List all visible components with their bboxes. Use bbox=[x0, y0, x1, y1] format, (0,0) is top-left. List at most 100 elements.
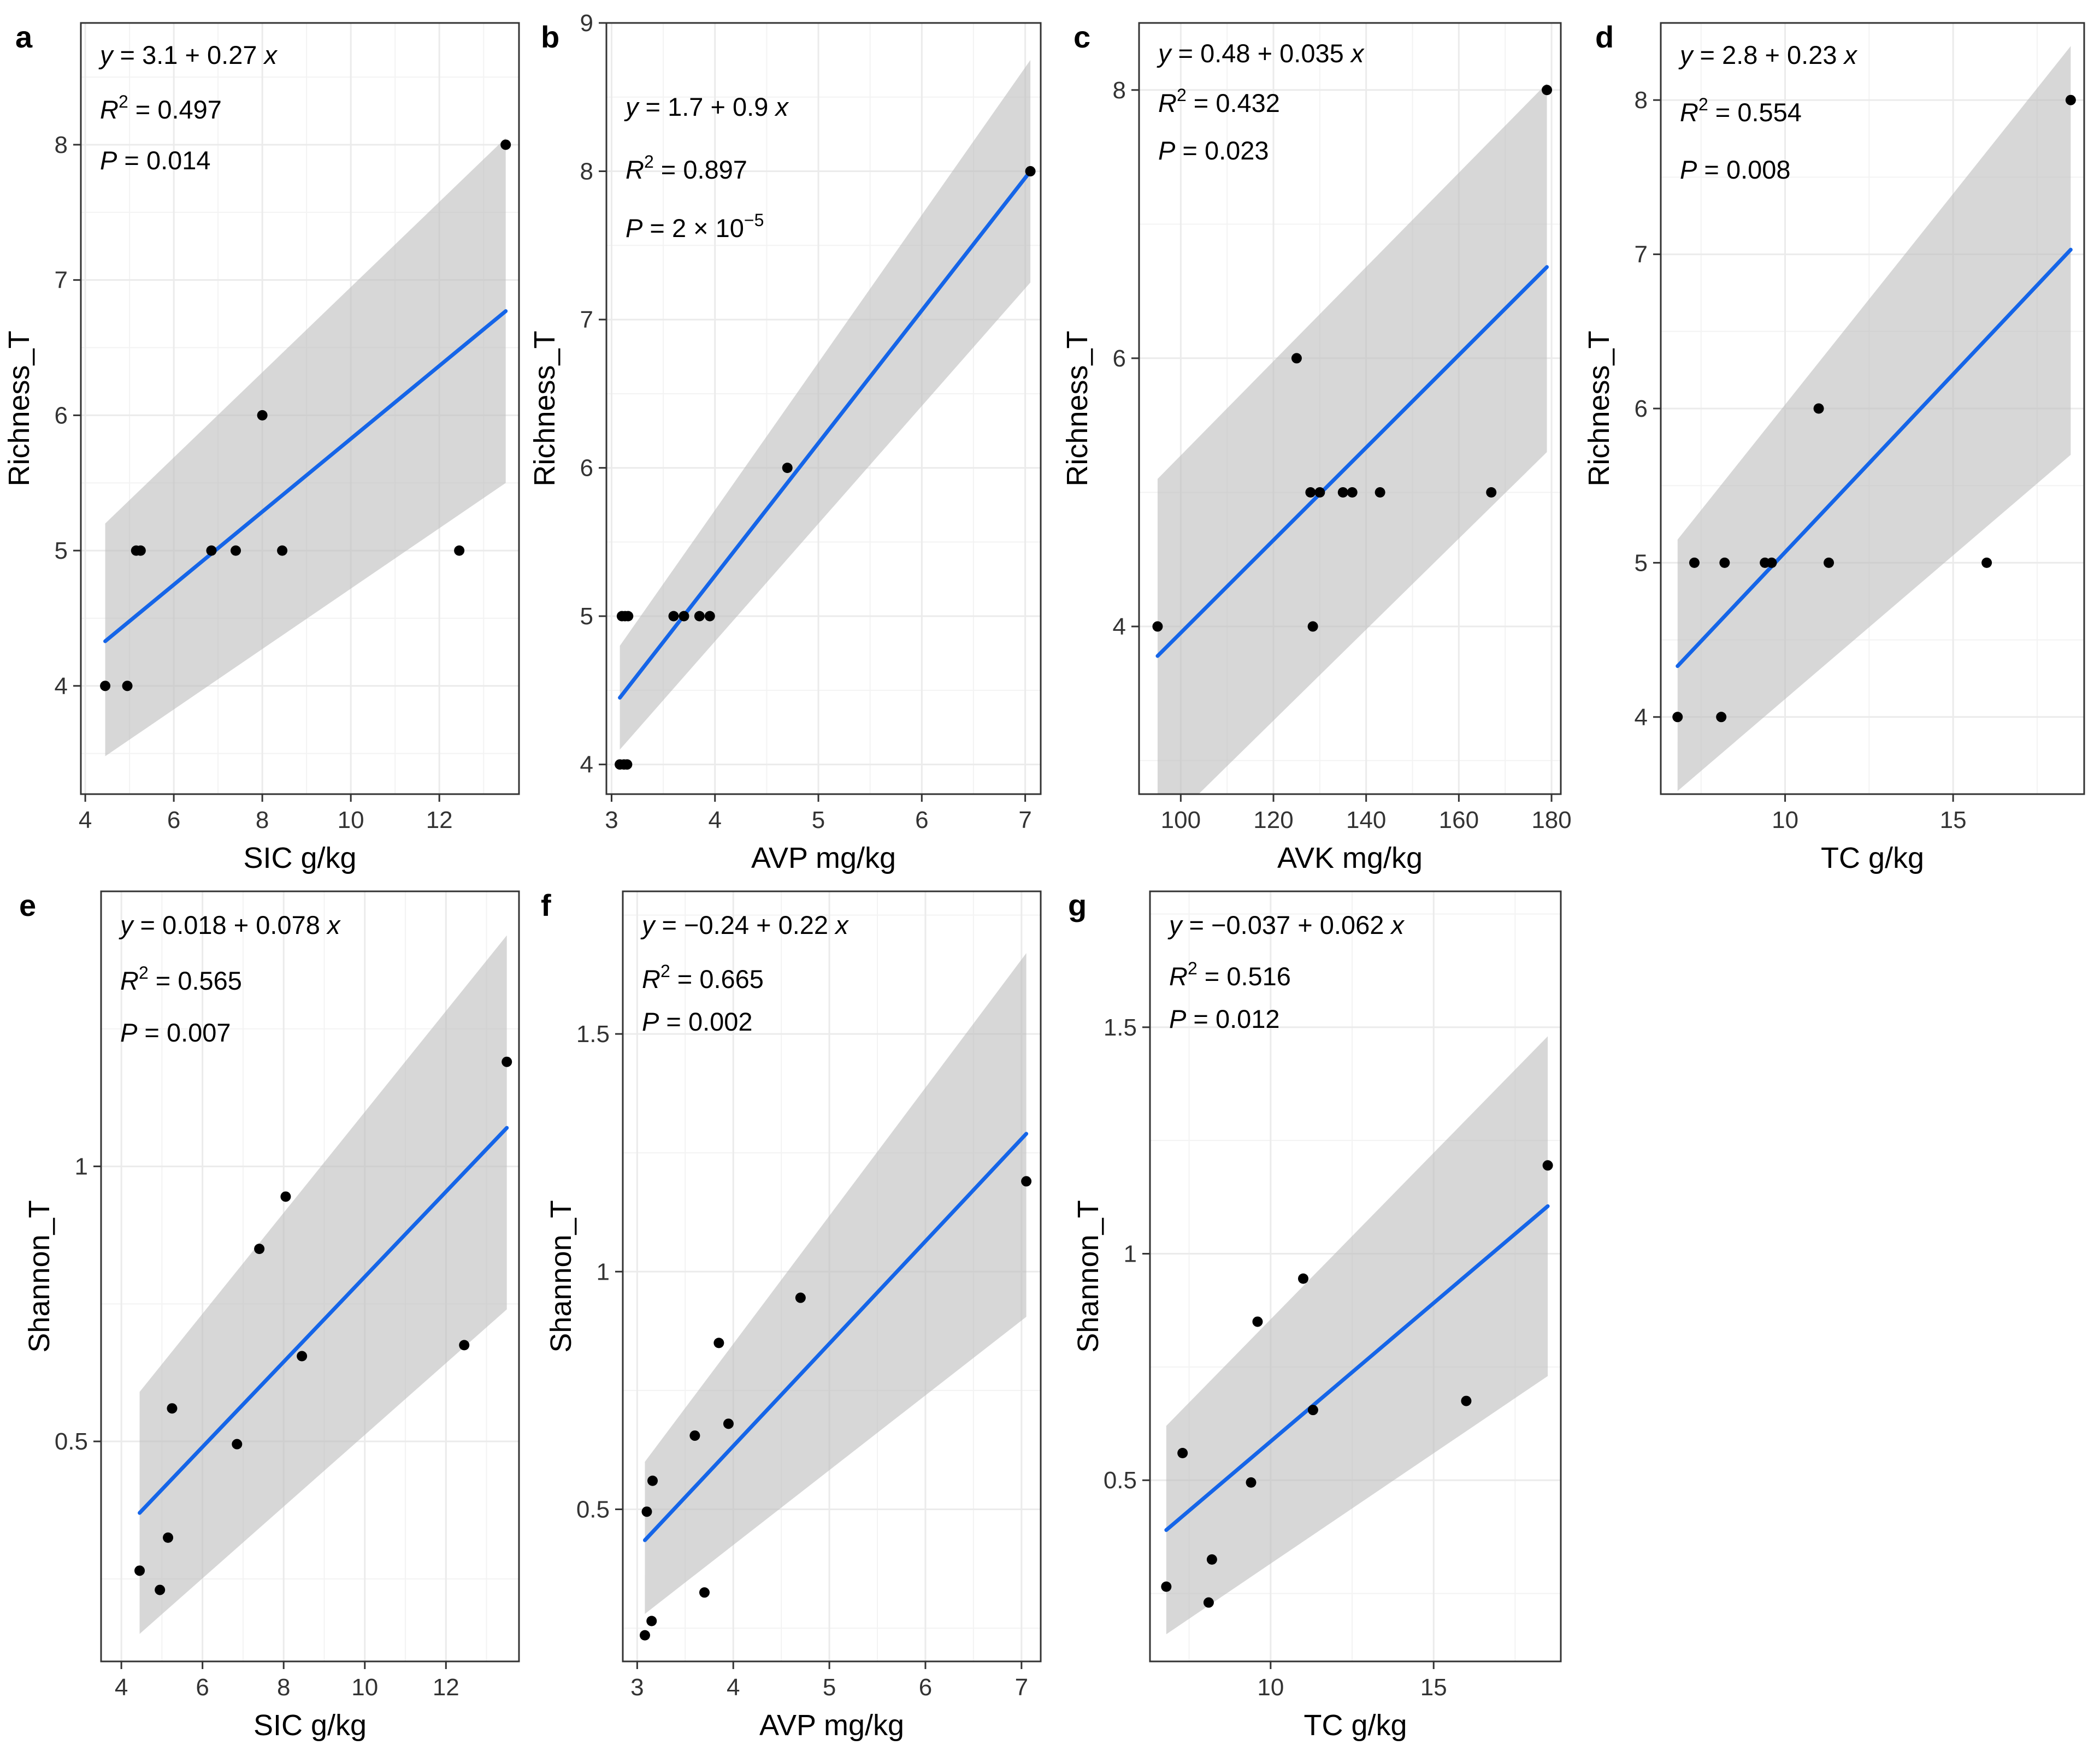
regression-line bbox=[1164, 1204, 1550, 1532]
x-tick-label: 7 bbox=[1018, 807, 1031, 833]
p-P: P bbox=[1169, 1004, 1187, 1033]
y-tick-label: 6 bbox=[55, 402, 68, 429]
data-point-1 bbox=[641, 1506, 652, 1517]
x-tick-label: 5 bbox=[812, 807, 825, 833]
x-tick-label: 6 bbox=[915, 807, 928, 833]
panel-letter: d bbox=[1595, 20, 1614, 54]
x-axis-title: TC g/kg bbox=[1303, 1709, 1407, 1742]
data-point-6 bbox=[713, 1338, 724, 1348]
data-point-8 bbox=[1486, 487, 1497, 498]
r2-R: R bbox=[626, 155, 644, 184]
equation-text: y = 3.1 + 0.27 x bbox=[98, 40, 278, 69]
data-point-5 bbox=[1766, 557, 1777, 568]
eq-x: x bbox=[1837, 40, 1857, 69]
panel-letter: e bbox=[19, 888, 36, 922]
panel-f: 3 4 5 6 7 0.5 1 1.5 AVP mg/kg Shannon_T f y = −0.24… bbox=[541, 888, 1042, 1742]
data-point-3 bbox=[135, 545, 146, 556]
data-point-5 bbox=[254, 1244, 265, 1255]
y-tick-label: 7 bbox=[580, 306, 593, 333]
p-value: 0.023 bbox=[1205, 136, 1269, 165]
x-tick-label: 12 bbox=[433, 1674, 459, 1701]
data-point-7 bbox=[1307, 1405, 1318, 1416]
data-point-9 bbox=[704, 611, 715, 622]
eq-x: x bbox=[1384, 910, 1405, 939]
r2-value: 0.516 bbox=[1226, 962, 1291, 991]
p-equals: = bbox=[1697, 155, 1726, 184]
r2-equals: = bbox=[128, 95, 158, 124]
data-point-9 bbox=[1542, 1160, 1553, 1171]
p-P: P bbox=[1680, 155, 1697, 184]
y-tick-label: 0.5 bbox=[55, 1428, 88, 1455]
y-tick-label: 4 bbox=[1635, 704, 1648, 731]
data-point-0 bbox=[1672, 712, 1683, 723]
eq-equals: = bbox=[639, 92, 668, 121]
eq-slope: 0.9 bbox=[733, 92, 768, 121]
x-tick-label: 12 bbox=[426, 807, 453, 833]
eq-equals: = bbox=[113, 40, 143, 69]
eq-slope: 0.27 bbox=[207, 40, 257, 69]
r2-sup: 2 bbox=[660, 961, 670, 981]
eq-y: y bbox=[98, 40, 114, 69]
r2-equals: = bbox=[1187, 88, 1216, 117]
p-value: 0.012 bbox=[1216, 1004, 1280, 1033]
p-value: 0.002 bbox=[688, 1007, 753, 1036]
eq-intercept: 0.018 bbox=[162, 910, 227, 939]
y-tick-label: 0.5 bbox=[1104, 1467, 1137, 1494]
p-P: P bbox=[120, 1018, 138, 1047]
eq-plus: + bbox=[1250, 39, 1280, 68]
data-point-6 bbox=[1813, 403, 1824, 414]
data-point-1 bbox=[1291, 353, 1302, 364]
eq-y: y bbox=[640, 910, 656, 939]
y-axis-title: Shannon_T bbox=[1072, 1200, 1105, 1352]
confidence-band bbox=[620, 60, 1031, 750]
p-value-text: P = 0.008 bbox=[1680, 155, 1791, 184]
data-point-2 bbox=[163, 1532, 174, 1543]
data-point-2 bbox=[646, 1616, 657, 1626]
y-tick-label: 1 bbox=[1124, 1241, 1137, 1268]
data-point-2 bbox=[1203, 1597, 1214, 1608]
r2-sup: 2 bbox=[1188, 959, 1198, 978]
p-value-text: P = 0.012 bbox=[1169, 1004, 1280, 1033]
x-tick-label: 8 bbox=[256, 807, 269, 833]
r2-R: R bbox=[100, 95, 119, 124]
data-point-7 bbox=[297, 1351, 308, 1362]
r2-R: R bbox=[120, 966, 139, 995]
r-squared-text: R2 = 0.497 bbox=[100, 92, 222, 124]
data-point-3 bbox=[647, 1475, 658, 1486]
data-point-6 bbox=[668, 611, 679, 622]
confidence-band bbox=[139, 935, 507, 1634]
panel-letter: c bbox=[1073, 20, 1090, 54]
x-tick-label: 6 bbox=[167, 807, 180, 833]
data-point-10 bbox=[782, 463, 793, 474]
data-point-4 bbox=[1246, 1477, 1257, 1488]
equation-text: y = 0.48 + 0.035 x bbox=[1157, 39, 1365, 68]
panel-a: 4 6 8 10 12 4 5 6 7 8 SIC g/kg Richness_T a y = 3.1 +… bbox=[3, 20, 520, 874]
r2-R: R bbox=[642, 965, 660, 993]
eq-plus: + bbox=[1757, 40, 1787, 69]
y-tick-label: 9 bbox=[580, 10, 593, 37]
p-equals: = bbox=[1186, 1004, 1216, 1033]
y-tick-label: 1 bbox=[75, 1153, 88, 1180]
data-point-5 bbox=[699, 1587, 710, 1598]
data-point-3 bbox=[167, 1403, 178, 1414]
eq-y: y bbox=[1157, 39, 1172, 68]
y-axis-title: Shannon_T bbox=[23, 1200, 56, 1352]
x-tick-label: 6 bbox=[919, 1674, 932, 1701]
confidence-band bbox=[105, 138, 506, 756]
r-squared-text: R2 = 0.554 bbox=[1680, 94, 1802, 127]
x-tick-label: 7 bbox=[1015, 1674, 1028, 1701]
eq-intercept: 3.1 bbox=[142, 40, 178, 69]
data-point-8 bbox=[454, 545, 465, 556]
eq-y: y bbox=[1678, 40, 1694, 69]
data-point-2 bbox=[622, 759, 633, 770]
regression-line bbox=[618, 169, 1033, 700]
regression-line bbox=[1155, 265, 1549, 658]
equation-text: y = −0.24 + 0.22 x bbox=[640, 910, 849, 939]
data-point-4 bbox=[232, 1439, 243, 1450]
data-point-9 bbox=[1021, 1176, 1032, 1187]
eq-equals: = bbox=[1182, 910, 1212, 939]
equation-text: y = 1.7 + 0.9 x bbox=[624, 92, 789, 121]
y-tick-label: 8 bbox=[55, 132, 68, 158]
plot-frame bbox=[80, 22, 520, 795]
x-tick-label: 4 bbox=[727, 1674, 740, 1701]
